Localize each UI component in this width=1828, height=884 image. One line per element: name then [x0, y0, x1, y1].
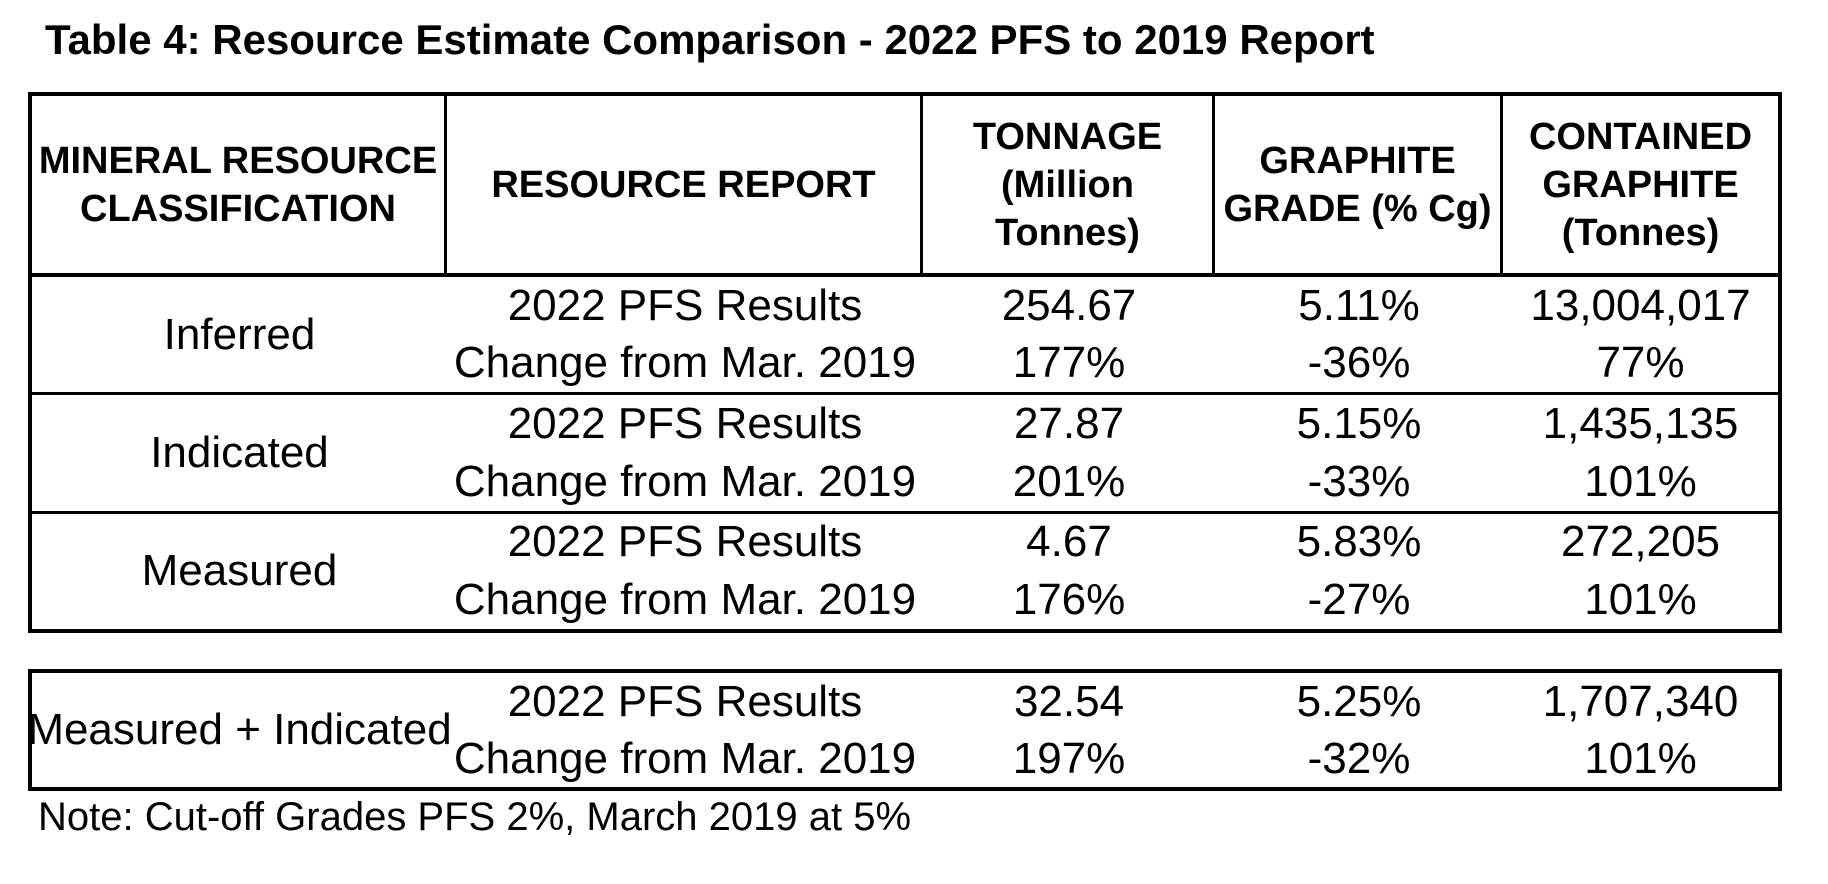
tonnage-cell: 4.67: [1026, 517, 1112, 567]
contained-cell: 13,004,017: [1530, 280, 1751, 330]
header-line: Tonnes): [995, 211, 1140, 254]
report-cell: 2022 PFS Results: [507, 676, 863, 726]
header-line: RESOURCE REPORT: [491, 163, 876, 206]
group-indicated: Indicated 2022 PFS Results 27.87 5.15% 1…: [32, 395, 1778, 514]
contained-cell: 101%: [1584, 733, 1697, 783]
classification-cell: Inferred: [163, 309, 316, 359]
classification-cell: Measured: [141, 546, 338, 596]
header-graphite-grade: GRAPHITE GRADE (% Cg): [1215, 96, 1503, 273]
report-cell: 2022 PFS Results: [507, 399, 863, 449]
grade-cell: 5.83%: [1296, 517, 1422, 567]
contained-cell: 77%: [1596, 338, 1685, 388]
header-line: (Million: [1001, 163, 1134, 206]
group-measured: Measured 2022 PFS Results 4.67 5.83% 272…: [32, 514, 1778, 629]
grade-cell: 5.25%: [1296, 676, 1422, 726]
report-cell: 2022 PFS Results: [507, 517, 863, 567]
grade-cell: 5.11%: [1298, 280, 1420, 330]
header-tonnage: TONNAGE (Million Tonnes): [923, 96, 1215, 273]
classification-cell: Measured + Indicated: [27, 705, 452, 754]
tonnage-cell: 254.67: [1001, 280, 1137, 330]
report-cell: Change from Mar. 2019: [453, 338, 917, 388]
header-line: GRAPHITE: [1542, 163, 1739, 206]
report-cell: Change from Mar. 2019: [453, 456, 917, 506]
header-line: CLASSIFICATION: [80, 187, 396, 230]
grade-cell: -36%: [1307, 338, 1411, 388]
tonnage-cell: 197%: [1012, 733, 1126, 783]
contained-cell: 1,707,340: [1542, 676, 1739, 726]
header-line: MINERAL RESOURCE: [38, 139, 438, 182]
measured-plus-indicated-table: Measured + Indicated 2022 PFS Results 32…: [27, 669, 1782, 791]
header-line: GRADE (% Cg): [1223, 187, 1492, 230]
contained-cell: 101%: [1584, 456, 1697, 506]
contained-cell: 101%: [1584, 575, 1697, 625]
grade-cell: -32%: [1307, 733, 1411, 783]
report-cell: Change from Mar. 2019: [453, 575, 917, 625]
grade-cell: -33%: [1307, 456, 1411, 506]
report-cell: 2022 PFS Results: [507, 280, 863, 330]
tonnage-cell: 32.54: [1013, 676, 1125, 726]
grade-cell: -27%: [1307, 575, 1411, 625]
tonnage-cell: 177%: [1012, 338, 1126, 388]
table-header-row: MINERAL RESOURCE CLASSIFICATION RESOURCE…: [32, 96, 1778, 277]
table-title: Table 4: Resource Estimate Comparison - …: [45, 16, 1375, 63]
header-mineral-resource-classification: MINERAL RESOURCE CLASSIFICATION: [32, 96, 447, 273]
grade-cell: 5.15%: [1296, 399, 1422, 449]
header-line: CONTAINED: [1528, 115, 1753, 158]
header-line: TONNAGE: [972, 115, 1163, 158]
resource-estimate-table: MINERAL RESOURCE CLASSIFICATION RESOURCE…: [28, 92, 1782, 633]
tonnage-cell: 176%: [1012, 575, 1126, 625]
header-line: GRAPHITE: [1259, 139, 1456, 182]
report-cell: Change from Mar. 2019: [453, 733, 917, 783]
header-line: (Tonnes): [1561, 211, 1720, 254]
contained-cell: 272,205: [1560, 517, 1721, 567]
header-resource-report: RESOURCE REPORT: [447, 96, 923, 273]
contained-cell: 1,435,135: [1542, 399, 1739, 449]
classification-cell: Indicated: [150, 427, 329, 477]
tonnage-cell: 27.87: [1013, 399, 1125, 449]
header-contained-graphite: CONTAINED GRAPHITE (Tonnes): [1503, 96, 1778, 273]
group-inferred: Inferred 2022 PFS Results 254.67 5.11% 1…: [32, 277, 1778, 396]
table-footnote: Note: Cut-off Grades PFS 2%, March 2019 …: [38, 795, 912, 839]
tonnage-cell: 201%: [1012, 456, 1126, 506]
